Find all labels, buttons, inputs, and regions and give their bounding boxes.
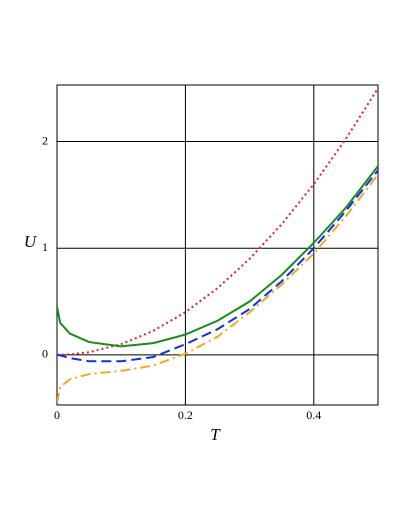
- y-tick-label: 0: [42, 347, 48, 361]
- y-axis-label: U: [24, 232, 38, 251]
- x-tick-label: 0.4: [306, 408, 321, 422]
- plot-frame: [56, 84, 379, 406]
- line-series: [57, 173, 378, 404]
- x-tick-label: 0.2: [178, 408, 193, 422]
- line-series: [57, 165, 378, 348]
- x-tick-label: 0: [54, 408, 60, 422]
- line-series: [57, 87, 378, 356]
- y-tick-label: 2: [42, 133, 48, 147]
- line-series: [57, 169, 378, 363]
- x-axis-label: T: [210, 425, 221, 444]
- y-tick-label: 1: [42, 240, 48, 254]
